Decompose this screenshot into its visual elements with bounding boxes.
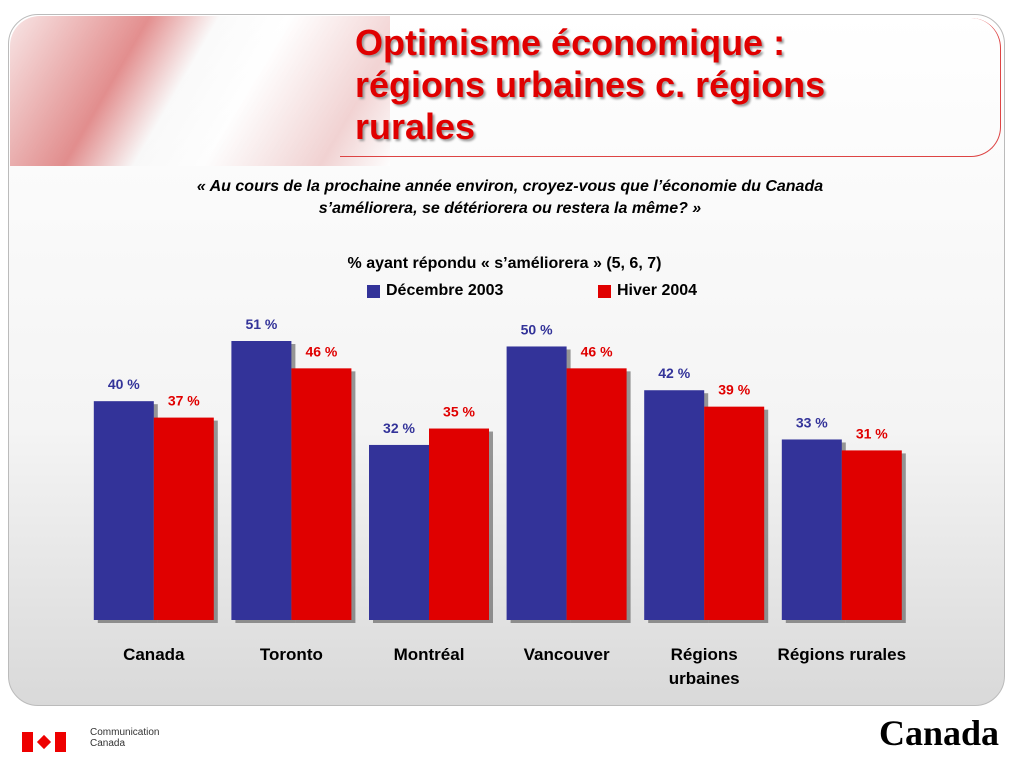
value-label: 31 % xyxy=(856,425,888,441)
x-tick-label: Montréal xyxy=(393,645,465,664)
bar xyxy=(566,368,627,620)
value-label: 39 % xyxy=(718,382,750,398)
bar xyxy=(429,428,489,620)
bar xyxy=(369,444,429,620)
chart-title: % ayant répondu « s’améliorera » (5, 6, … xyxy=(347,255,662,272)
flag-banner xyxy=(10,16,390,166)
value-label: 46 % xyxy=(305,343,337,359)
value-label: 42 % xyxy=(658,365,690,381)
value-label: 50 % xyxy=(521,321,553,337)
value-label: 46 % xyxy=(581,343,613,359)
value-label: 51 % xyxy=(245,316,277,332)
bar xyxy=(781,439,842,620)
bar xyxy=(291,368,352,620)
bar xyxy=(153,417,214,620)
x-tick-label: Canada xyxy=(123,645,185,664)
x-tick-label: Régions rurales xyxy=(777,645,907,664)
department: Communication Canada xyxy=(90,727,160,749)
x-tick-label: Vancouver xyxy=(523,645,610,664)
value-label: 40 % xyxy=(108,376,140,392)
wordmark: Canada xyxy=(878,713,999,753)
bar xyxy=(644,390,705,620)
bar xyxy=(704,406,765,620)
x-tick-label: Régions urbaines xyxy=(668,645,740,688)
legend-item: Décembre 2003 xyxy=(367,282,503,300)
bar xyxy=(841,450,902,620)
bar xyxy=(93,401,154,620)
x-tick-label: Toronto xyxy=(259,645,323,664)
legend-item: Hiver 2004 xyxy=(598,282,697,300)
value-label: 33 % xyxy=(796,414,828,430)
bar xyxy=(506,346,567,620)
legend-swatch xyxy=(598,284,611,298)
bar xyxy=(231,341,292,620)
legend-label: Décembre 2003 xyxy=(386,282,504,299)
value-label: 37 % xyxy=(168,393,200,409)
value-label: 32 % xyxy=(383,420,415,436)
legend-swatch xyxy=(367,284,380,298)
value-label: 35 % xyxy=(443,404,475,420)
title: Optimisme économique : régions urbaines … xyxy=(355,22,826,147)
title-box xyxy=(340,18,1001,157)
legend-label: Hiver 2004 xyxy=(617,282,698,299)
subtitle: « Au cours de la prochaine année environ… xyxy=(196,178,824,217)
